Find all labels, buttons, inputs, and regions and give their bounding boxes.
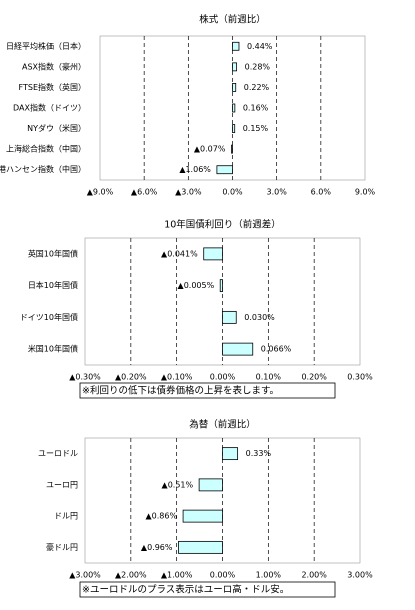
value-label: ▲0.005% [178, 281, 215, 290]
x-tick-label: 0.00% [210, 373, 236, 382]
category-label: DAX指数（ドイツ） [13, 103, 86, 113]
x-tick-label: ▲0.30% [69, 373, 101, 382]
x-tick-label: 1.00% [256, 571, 282, 580]
x-tick-label: 0.30% [347, 373, 373, 382]
value-label: 0.33% [246, 449, 272, 458]
category-label: ドイツ10年国債 [20, 312, 78, 322]
value-label: 0.22% [244, 83, 270, 92]
bar [178, 540, 223, 554]
value-label: ▲0.51% [162, 480, 194, 489]
bar [182, 509, 223, 523]
bar [198, 478, 223, 492]
x-tick-label: ▲3.0% [175, 188, 202, 197]
category-label: 英国10年国債 [28, 248, 78, 258]
x-tick-label: 6.0% [311, 188, 332, 197]
bar [222, 342, 254, 356]
chart-title: 株式（前週比） [199, 14, 266, 26]
x-tick-label: ▲0.10% [161, 373, 193, 382]
value-label: 0.44% [247, 42, 273, 51]
category-label: 米国10年国債 [28, 344, 78, 354]
bar [232, 41, 240, 51]
bar [232, 62, 238, 72]
bar [219, 279, 223, 293]
x-tick-label: 0.10% [256, 373, 282, 382]
note: ※利回りの低下は債券価格の上昇を表します。 [82, 385, 279, 397]
value-label: 0.066% [261, 345, 292, 354]
x-tick-label: 2.00% [301, 571, 327, 580]
x-tick-label: ▲2.00% [115, 571, 147, 580]
value-label: 0.030% [244, 313, 275, 322]
bar [231, 144, 233, 154]
bar [216, 165, 233, 175]
value-label: 0.28% [245, 62, 271, 71]
value-label: 0.16% [243, 104, 269, 113]
category-label: FTSE指数（英国） [19, 82, 86, 92]
x-tick-label: ▲9.0% [87, 188, 114, 197]
bar [222, 447, 239, 461]
value-label: ▲0.96% [141, 543, 173, 552]
x-tick-label: 0.20% [301, 373, 327, 382]
bar [232, 103, 236, 113]
note-box [79, 581, 336, 598]
category-label: ドル円 [54, 512, 78, 521]
x-tick-label: 3.0% [267, 188, 288, 197]
value-label: ▲0.041% [161, 249, 198, 258]
bar [232, 83, 237, 92]
x-tick-label: ▲1.00% [161, 571, 193, 580]
chart-title: 為替（前週比） [189, 419, 256, 431]
bar [232, 124, 236, 133]
category-label: 日経平均株価（日本） [6, 41, 86, 51]
x-tick-label: 3.00% [347, 571, 373, 580]
note: ※ユーロドルのプラス表示はユーロ高・ドル安。 [82, 584, 289, 596]
category-label: 香港ハンセン指数（中国） [0, 164, 86, 174]
x-tick-label: ▲6.0% [131, 188, 158, 197]
value-label: 0.15% [243, 124, 269, 133]
x-tick-label: ▲3.00% [69, 571, 101, 580]
value-label: ▲0.86% [146, 512, 178, 521]
bar [203, 247, 223, 261]
chart-title: 10年国債利回り（前週差） [164, 219, 281, 231]
x-tick-label: 0.0% [222, 188, 243, 197]
x-tick-label: 9.0% [355, 188, 376, 197]
value-label: ▲1.06% [179, 165, 211, 174]
x-tick-label: ▲0.20% [115, 373, 147, 382]
category-label: NYダウ（米国） [27, 123, 86, 133]
category-label: 日本10年国債 [28, 280, 78, 290]
note-box [79, 382, 336, 399]
bar [222, 310, 237, 324]
category-label: ASX指数（豪州） [22, 61, 86, 71]
value-label: ▲0.07% [194, 145, 226, 154]
x-tick-label: 0.00% [210, 571, 236, 580]
category-label: ユーロドル [38, 449, 78, 458]
category-label: 豪ドル円 [46, 542, 78, 552]
category-label: 上海総合指数（中国） [6, 144, 86, 154]
category-label: ユーロ円 [46, 480, 78, 489]
